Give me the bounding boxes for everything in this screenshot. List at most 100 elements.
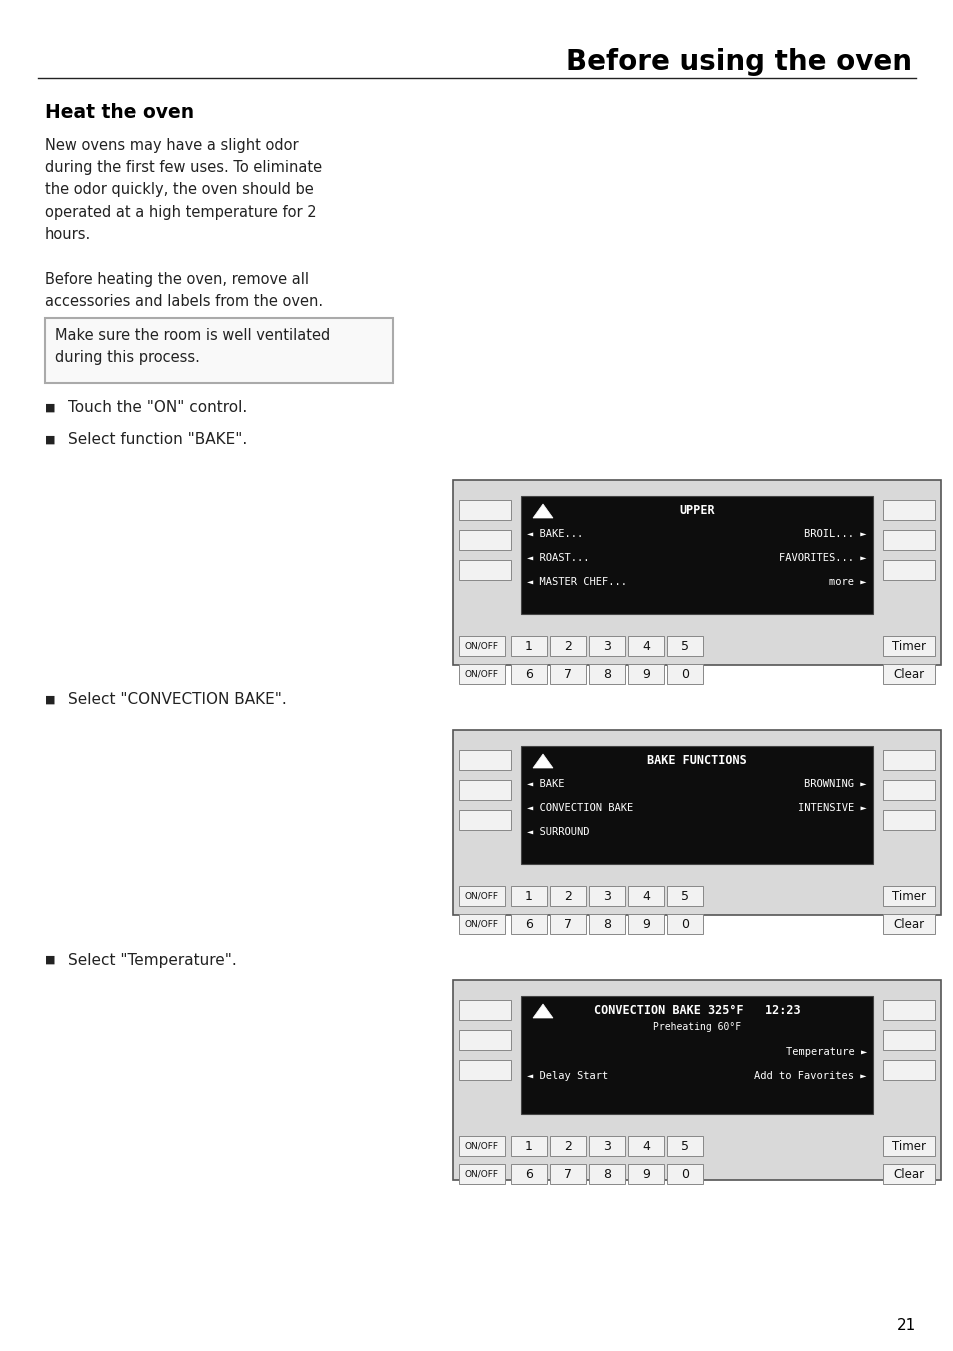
Bar <box>458 886 504 907</box>
Text: 0: 0 <box>680 667 688 681</box>
Text: Select function "BAKE".: Select function "BAKE". <box>68 432 247 447</box>
Bar <box>666 1165 702 1183</box>
Text: 0: 0 <box>680 917 688 931</box>
Bar <box>511 636 546 657</box>
Text: Timer: Timer <box>891 639 925 653</box>
Bar <box>458 1165 504 1183</box>
Text: more ►: more ► <box>828 577 866 586</box>
Bar <box>511 1165 546 1183</box>
Text: New ovens may have a slight odor
during the first few uses. To eliminate
the odo: New ovens may have a slight odor during … <box>45 138 322 242</box>
Text: Before using the oven: Before using the oven <box>565 49 911 76</box>
Text: ON/OFF: ON/OFF <box>464 670 498 678</box>
Bar <box>550 1165 585 1183</box>
Bar <box>627 1136 663 1156</box>
Text: 5: 5 <box>680 639 688 653</box>
Bar <box>458 500 511 520</box>
Text: ■: ■ <box>45 694 55 705</box>
Polygon shape <box>533 504 553 517</box>
Bar <box>550 915 585 934</box>
Text: Timer: Timer <box>891 889 925 902</box>
Bar <box>882 663 934 684</box>
Text: UPPER: UPPER <box>679 504 714 516</box>
Text: ■: ■ <box>45 403 55 413</box>
Bar <box>458 1136 504 1156</box>
Bar <box>882 530 934 550</box>
Text: ◄ ROAST...: ◄ ROAST... <box>526 553 589 563</box>
Text: 5: 5 <box>680 889 688 902</box>
Text: 3: 3 <box>602 1139 610 1152</box>
Text: Touch the "ON" control.: Touch the "ON" control. <box>68 400 247 416</box>
Bar <box>550 886 585 907</box>
Bar <box>458 915 504 934</box>
Bar <box>588 663 624 684</box>
Bar <box>882 750 934 770</box>
Text: ◄ SURROUND: ◄ SURROUND <box>526 827 589 838</box>
Polygon shape <box>533 1004 553 1019</box>
Text: 3: 3 <box>602 889 610 902</box>
Text: 1: 1 <box>524 1139 533 1152</box>
Text: Before heating the oven, remove all
accessories and labels from the oven.: Before heating the oven, remove all acce… <box>45 272 323 309</box>
Text: Select "Temperature".: Select "Temperature". <box>68 952 236 967</box>
Bar <box>666 663 702 684</box>
Text: ◄ BAKE: ◄ BAKE <box>526 780 564 789</box>
Text: 8: 8 <box>602 1167 610 1181</box>
Bar <box>588 886 624 907</box>
Text: 7: 7 <box>563 917 572 931</box>
Text: 21: 21 <box>896 1317 915 1332</box>
Bar <box>627 1165 663 1183</box>
Text: Select "CONVECTION BAKE".: Select "CONVECTION BAKE". <box>68 693 287 708</box>
Bar <box>453 730 940 915</box>
Bar <box>520 496 872 613</box>
Bar <box>882 561 934 580</box>
Bar <box>45 317 393 382</box>
Text: 7: 7 <box>563 1167 572 1181</box>
Bar <box>511 886 546 907</box>
Text: 2: 2 <box>563 889 572 902</box>
Text: 4: 4 <box>641 1139 649 1152</box>
Text: Add to Favorites ►: Add to Favorites ► <box>754 1071 866 1081</box>
Bar <box>666 886 702 907</box>
Bar <box>458 780 511 800</box>
Bar <box>882 636 934 657</box>
Text: 8: 8 <box>602 917 610 931</box>
Text: Make sure the room is well ventilated
during this process.: Make sure the room is well ventilated du… <box>55 328 330 365</box>
Bar <box>882 1029 934 1050</box>
Text: ON/OFF: ON/OFF <box>464 892 498 901</box>
Bar <box>882 500 934 520</box>
Text: BROWNING ►: BROWNING ► <box>803 780 866 789</box>
Text: Clear: Clear <box>893 667 923 681</box>
Bar <box>666 1136 702 1156</box>
Text: Temperature ►: Temperature ► <box>785 1047 866 1056</box>
Text: 5: 5 <box>680 1139 688 1152</box>
Text: ◄ BAKE...: ◄ BAKE... <box>526 530 582 539</box>
Text: 4: 4 <box>641 639 649 653</box>
Bar <box>882 886 934 907</box>
Text: ON/OFF: ON/OFF <box>464 920 498 928</box>
Bar <box>458 530 511 550</box>
Text: FAVORITES... ►: FAVORITES... ► <box>779 553 866 563</box>
Text: ◄ CONVECTION BAKE: ◄ CONVECTION BAKE <box>526 802 633 813</box>
Bar <box>453 480 940 665</box>
Text: 0: 0 <box>680 1167 688 1181</box>
Bar <box>588 915 624 934</box>
Bar <box>882 811 934 830</box>
Bar <box>627 636 663 657</box>
Bar <box>458 1000 511 1020</box>
Bar <box>882 1136 934 1156</box>
Bar <box>550 1136 585 1156</box>
Text: CONVECTION BAKE 325°F   12:23: CONVECTION BAKE 325°F 12:23 <box>593 1004 800 1016</box>
Text: 9: 9 <box>641 917 649 931</box>
Text: 1: 1 <box>524 639 533 653</box>
Text: ◄ Delay Start: ◄ Delay Start <box>526 1071 608 1081</box>
Bar <box>511 915 546 934</box>
Text: 3: 3 <box>602 639 610 653</box>
Text: 9: 9 <box>641 667 649 681</box>
Bar <box>588 1136 624 1156</box>
Text: Timer: Timer <box>891 1139 925 1152</box>
Text: Clear: Clear <box>893 917 923 931</box>
Text: 2: 2 <box>563 1139 572 1152</box>
Bar <box>458 750 511 770</box>
Bar <box>458 561 511 580</box>
Bar <box>458 1061 511 1079</box>
Bar <box>588 1165 624 1183</box>
